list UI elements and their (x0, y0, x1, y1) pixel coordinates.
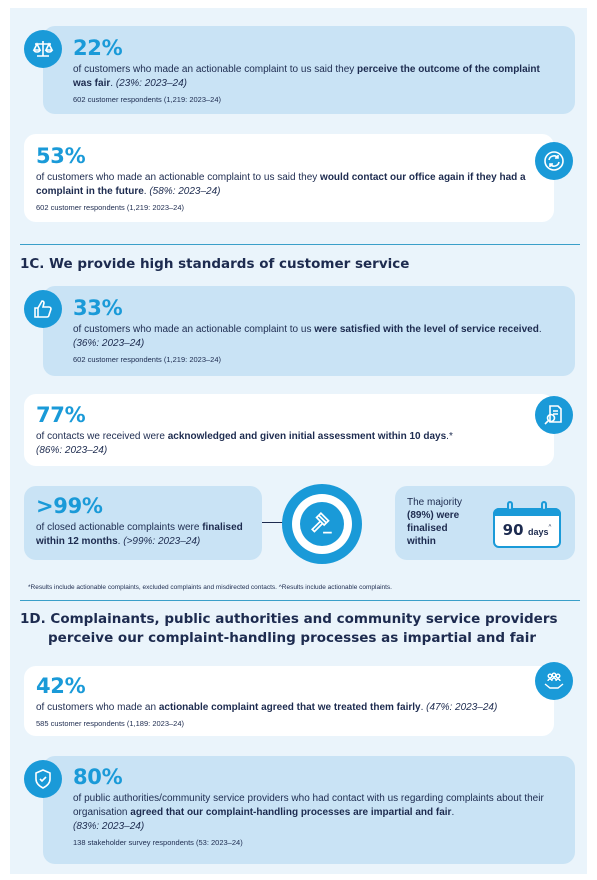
hands-people-icon (535, 662, 573, 700)
infographic-panel: 22% of customers who made an actionable … (10, 8, 587, 874)
calendar-icon: 90 days^ (493, 501, 561, 548)
stat-description: of customers who made an actionable comp… (36, 702, 498, 713)
section-heading-1c: 1C. We provide high standards of custome… (20, 256, 410, 272)
stat-description: of customers who made an actionable comp… (36, 172, 526, 197)
stat-percentage: 77% (36, 403, 86, 427)
respondent-count: 602 customer respondents (1,219: 2023–24… (73, 355, 222, 364)
respondent-count: 585 customer respondents (1,189: 2023–24… (36, 719, 185, 728)
section-heading-1d: 1D. Complainants, public authorities and… (20, 611, 558, 646)
stat-percentage: 80% (73, 765, 123, 789)
majority-text: The majority (89%) were finalised within (407, 497, 463, 547)
gavel-donut (282, 484, 362, 564)
footnote: *Results include actionable complaints, … (28, 584, 392, 591)
stat-percentage: 33% (73, 296, 123, 320)
section-divider (20, 600, 580, 601)
stat-card-acknowledged: 77% of contacts we received were acknowl… (24, 394, 554, 466)
thumbs-up-icon (24, 290, 62, 328)
connector-line (262, 522, 284, 523)
stat-card-satisfied: 33% of customers who made an actionable … (43, 286, 575, 376)
stat-percentage: 22% (73, 36, 123, 60)
document-search-icon (535, 396, 573, 434)
stat-percentage: 42% (36, 674, 86, 698)
stat-description: of closed actionable complaints were fin… (36, 522, 243, 547)
stat-card-contact-again: 53% of customers who made an actionable … (24, 134, 554, 222)
gavel-icon (300, 502, 344, 546)
respondent-count: 602 customer respondents (1,219: 2023–24… (73, 95, 222, 104)
stat-description: of customers who made an actionable comp… (73, 64, 540, 89)
stat-description: of customers who made an actionable comp… (73, 324, 542, 349)
section-divider (20, 244, 580, 245)
stat-card-outcome-fair: 22% of customers who made an actionable … (43, 26, 575, 114)
refresh-icon (535, 142, 573, 180)
shield-check-icon (24, 760, 62, 798)
stat-description: of contacts we received were acknowledge… (36, 431, 453, 456)
stat-card-majority-90-days: The majority (89%) were finalised within… (395, 486, 575, 560)
respondent-count: 138 stakeholder survey respondents (53: … (73, 838, 243, 847)
stat-card-finalised-12-months: >99% of closed actionable complaints wer… (24, 486, 262, 560)
stat-percentage: 53% (36, 144, 86, 168)
stat-card-impartial-fair: 80% of public authorities/community serv… (43, 756, 575, 864)
stat-card-treated-fairly: 42% of customers who made an actionable … (24, 666, 554, 736)
stat-description: of public authorities/community service … (73, 793, 544, 832)
stat-percentage: >99% (36, 494, 103, 518)
scales-icon (24, 30, 62, 68)
respondent-count: 602 customer respondents (1,219: 2023–24… (36, 203, 185, 212)
